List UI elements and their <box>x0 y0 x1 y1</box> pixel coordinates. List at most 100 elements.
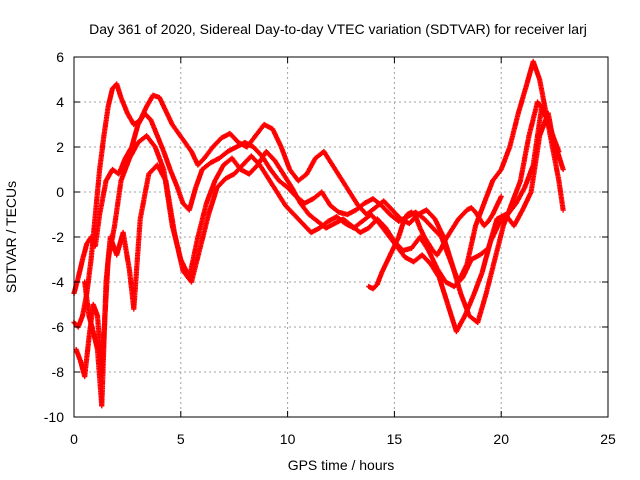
data-point-run <box>120 231 132 272</box>
data-point-run <box>197 213 211 250</box>
data-point-run <box>486 213 495 223</box>
x-tick-label: 20 <box>493 431 509 447</box>
data-point-run <box>103 236 113 283</box>
data-point-run <box>509 179 523 205</box>
data-point-run <box>86 314 96 333</box>
x-tick-label: 5 <box>177 431 185 447</box>
data-point-run <box>460 258 474 279</box>
data-point-run <box>170 123 181 135</box>
data-point-run <box>506 201 518 216</box>
y-axis-label: SDTVAR / TECUs <box>3 181 19 293</box>
data-point-run <box>462 294 476 317</box>
data-point-run <box>405 210 413 217</box>
data-point-run <box>456 213 465 221</box>
data-point-run <box>105 87 115 108</box>
chart-title: Day 361 of 2020, Sidereal Day-to-day VTE… <box>89 21 587 37</box>
data-point-run <box>526 100 540 137</box>
data-point-run <box>491 168 503 183</box>
data-point-run <box>266 177 279 194</box>
data-point-run <box>273 159 286 176</box>
data-point-run <box>512 208 525 227</box>
data-point-run <box>320 190 333 207</box>
data-point-run <box>484 258 497 295</box>
data-point-run <box>114 82 124 99</box>
data-point-run <box>72 321 80 329</box>
data-point <box>560 207 566 213</box>
data-point-run <box>279 145 292 171</box>
data-point-run <box>347 190 360 207</box>
data-point-run <box>132 118 142 127</box>
y-tick-label: -4 <box>52 274 65 290</box>
data-point-run <box>264 150 277 162</box>
data-point-run <box>245 134 258 149</box>
data-point-run <box>548 127 561 153</box>
data-point-run <box>155 163 168 182</box>
data-point-run <box>465 205 473 212</box>
data-point-run <box>328 203 341 214</box>
data-point-run <box>174 184 185 205</box>
data-point-run <box>127 141 140 160</box>
data-point-run <box>187 236 201 279</box>
data-point-run <box>369 213 381 225</box>
data-point-run <box>251 145 264 158</box>
data-point-run <box>168 168 179 187</box>
data-point-run <box>196 156 206 167</box>
data-point-run <box>172 231 186 272</box>
data-point-run <box>531 60 542 81</box>
data-point-run <box>410 210 418 219</box>
axis-ticks: 0 5 10 15 20 25 -10 -8 -6 -4 -2 0 2 4 6 <box>44 49 616 447</box>
data-point-run <box>71 276 81 295</box>
series-track-3 <box>73 110 560 380</box>
data-point-run <box>426 242 435 252</box>
data-point-run <box>537 78 549 115</box>
series-track-5 <box>366 193 504 292</box>
x-tick-label: 0 <box>70 431 78 447</box>
data-point-run <box>380 204 392 216</box>
x-tick-label: 15 <box>387 431 403 447</box>
y-tick-label: 4 <box>56 94 64 110</box>
data-point <box>554 155 560 161</box>
data-point-run <box>367 284 375 291</box>
data-point-run <box>296 172 309 183</box>
data-point-run <box>365 206 377 217</box>
data-point-run <box>82 280 92 317</box>
data-point-run <box>422 235 431 245</box>
data-point-run <box>539 105 553 131</box>
data-point-run <box>195 202 209 239</box>
data-point-run <box>429 262 441 279</box>
data-point-run <box>93 213 102 247</box>
data-point-run <box>556 179 566 212</box>
data-point-run <box>101 105 111 137</box>
data-point-run <box>322 150 335 167</box>
data-point-run <box>268 168 281 183</box>
data-point-run <box>473 211 482 221</box>
data-point-run <box>277 179 289 190</box>
data-point-run <box>112 179 124 227</box>
data-point-run <box>144 93 155 108</box>
data-point-run <box>76 258 85 279</box>
data-point-run <box>330 163 343 180</box>
data-point-run <box>153 145 166 171</box>
data-point-run <box>482 179 495 205</box>
data-point-run <box>270 127 284 149</box>
data-point-run <box>437 276 450 306</box>
grid <box>74 57 608 417</box>
data-point-run <box>488 222 501 243</box>
data-point-run <box>426 249 440 270</box>
data-point-run <box>247 163 260 176</box>
series-track-4 <box>82 103 562 409</box>
data-point-run <box>202 145 215 160</box>
data-point-run <box>433 217 446 239</box>
data-point-run <box>475 292 489 324</box>
data-point-run <box>200 161 213 172</box>
data-point-run <box>479 240 493 275</box>
data-point-run <box>420 253 433 266</box>
data-point-run <box>497 213 510 225</box>
data-point-run <box>283 204 296 216</box>
y-tick-label: -2 <box>52 229 65 245</box>
data-points <box>71 58 566 409</box>
data-point-run <box>99 281 109 407</box>
data-point-run <box>97 134 107 171</box>
data-point-run <box>290 186 303 205</box>
data-point-run <box>422 217 435 230</box>
